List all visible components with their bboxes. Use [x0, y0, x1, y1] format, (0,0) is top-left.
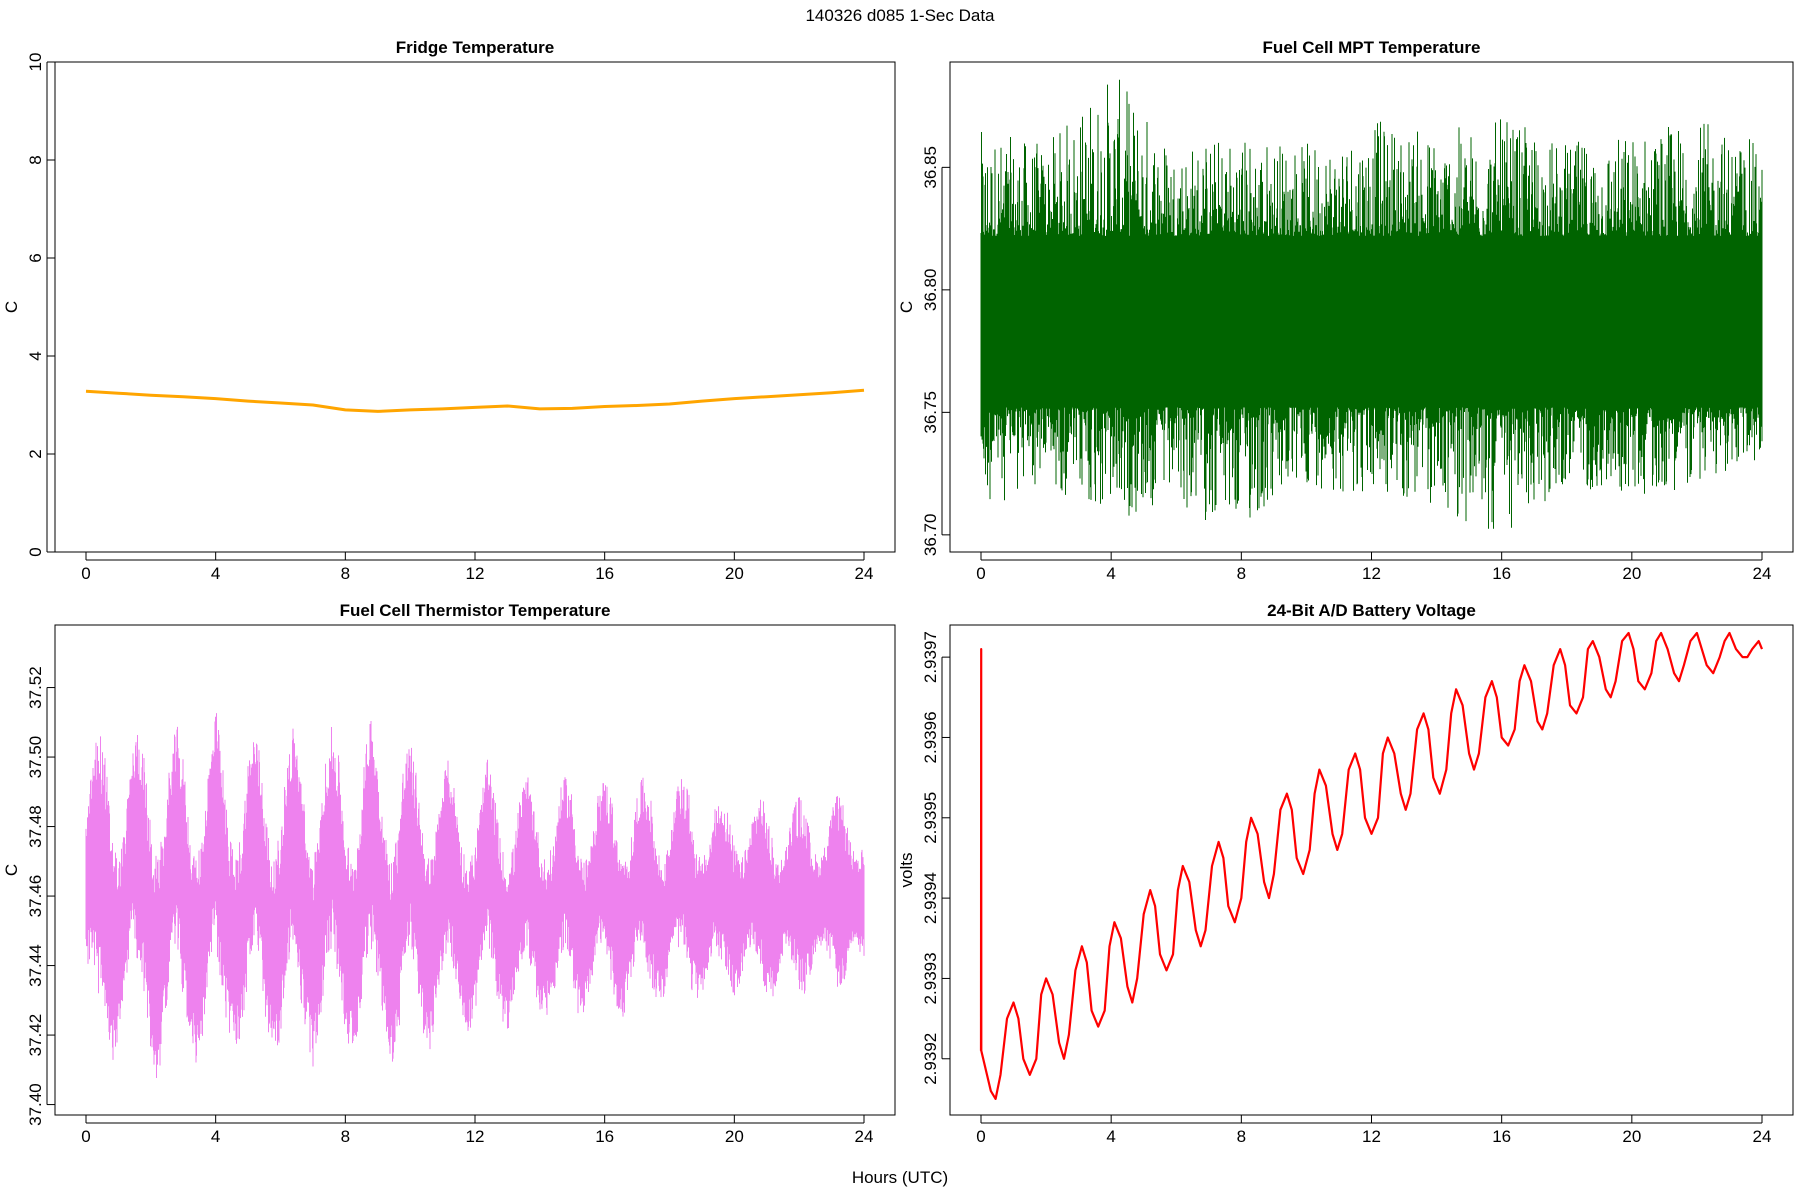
chart-series: [980, 79, 1763, 529]
y-tick-label: 6: [26, 253, 45, 262]
x-tick-label: 4: [211, 1127, 220, 1146]
x-tick-label: 16: [595, 1127, 614, 1146]
y-tick-label: 2.9392: [921, 1033, 940, 1085]
y-tick-label: 0: [26, 547, 45, 556]
y-tick-label: 2.9397: [921, 631, 940, 683]
y-axis-label: C: [2, 864, 21, 876]
figure-title: 140326 d085 1-Sec Data: [805, 6, 995, 25]
x-tick-label: 8: [1237, 564, 1246, 583]
x-tick-label: 12: [466, 564, 485, 583]
series-band: [980, 79, 1763, 529]
x-tick-label: 20: [1622, 1127, 1641, 1146]
x-tick-label: 8: [341, 564, 350, 583]
x-tick-label: 20: [725, 1127, 744, 1146]
chart-panel-4: 24-Bit A/D Battery Voltage 0 4 8 12 16 20 24 2.9…: [897, 601, 1794, 1146]
x-tick-label: 8: [1237, 1127, 1246, 1146]
x-tick-label: 8: [341, 1127, 350, 1146]
chart-title: 24-Bit A/D Battery Voltage: [1267, 601, 1476, 620]
y-tick-label: 37.52: [26, 666, 45, 709]
y-tick-label: 36.75: [921, 391, 940, 434]
x-tick-label: 0: [81, 564, 90, 583]
x-tick-label: 24: [855, 1127, 874, 1146]
chart-title: Fuel Cell Thermistor Temperature: [340, 601, 611, 620]
x-tick-label: 4: [1106, 564, 1115, 583]
y-tick-label: 4: [26, 351, 45, 360]
x-tick-label: 0: [976, 564, 985, 583]
chart-series: [85, 713, 865, 1078]
chart-title: Fridge Temperature: [396, 38, 554, 57]
y-tick-label: 2.9393: [921, 952, 940, 1004]
series-line: [979, 631, 1764, 1101]
chart-series: [85, 388, 865, 413]
x-tick-label: 16: [1492, 564, 1511, 583]
x-tick-label: 4: [1106, 1127, 1115, 1146]
plot-frame: [949, 624, 1794, 1116]
y-tick-label: 37.42: [26, 1014, 45, 1057]
figure-x-axis-label: Hours (UTC): [851, 1168, 949, 1187]
y-tick-label: 36.70: [921, 514, 940, 557]
chart-title: Fuel Cell MPT Temperature: [1263, 38, 1481, 57]
y-tick-label: 2: [26, 449, 45, 458]
x-tick-label: 16: [595, 564, 614, 583]
plot-frame: [54, 61, 896, 553]
x-tick-label: 0: [976, 1127, 985, 1146]
series-line: [85, 388, 865, 413]
x-tick-label: 20: [725, 564, 744, 583]
y-axis-label: volts: [897, 853, 916, 888]
y-tick-label: 37.44: [26, 944, 45, 987]
x-tick-label: 12: [1362, 1127, 1381, 1146]
x-tick-label: 24: [855, 564, 874, 583]
x-tick-label: 16: [1492, 1127, 1511, 1146]
y-tick-label: 37.46: [26, 875, 45, 918]
chart-panel-2: Fuel Cell MPT Temperature 0 4 8 12 16 20 24 36.7…: [897, 38, 1794, 583]
y-tick-label: 37.50: [26, 736, 45, 779]
y-tick-label: 37.40: [26, 1083, 45, 1126]
y-tick-label: 36.85: [921, 146, 940, 189]
y-tick-label: 2.9394: [921, 872, 940, 924]
chart-series: [979, 631, 1764, 1101]
y-tick-label: 36.80: [921, 269, 940, 312]
series-band: [85, 713, 865, 1078]
chart-panel-3: Fuel Cell Thermistor Temperature 0 4 8 12 16 2…: [2, 601, 896, 1146]
y-tick-label: 10: [26, 53, 45, 72]
y-axis-label: C: [2, 301, 21, 313]
y-axis-label: C: [897, 301, 916, 313]
y-tick-label: 2.9395: [921, 792, 940, 844]
x-tick-label: 0: [81, 1127, 90, 1146]
x-tick-label: 20: [1622, 564, 1641, 583]
y-tick-label: 8: [26, 155, 45, 164]
x-tick-label: 24: [1753, 1127, 1772, 1146]
x-tick-label: 12: [1362, 564, 1381, 583]
y-tick-label: 2.9396: [921, 711, 940, 763]
x-tick-label: 12: [466, 1127, 485, 1146]
x-tick-label: 4: [211, 564, 220, 583]
x-tick-label: 24: [1753, 564, 1772, 583]
y-tick-label: 37.48: [26, 805, 45, 848]
